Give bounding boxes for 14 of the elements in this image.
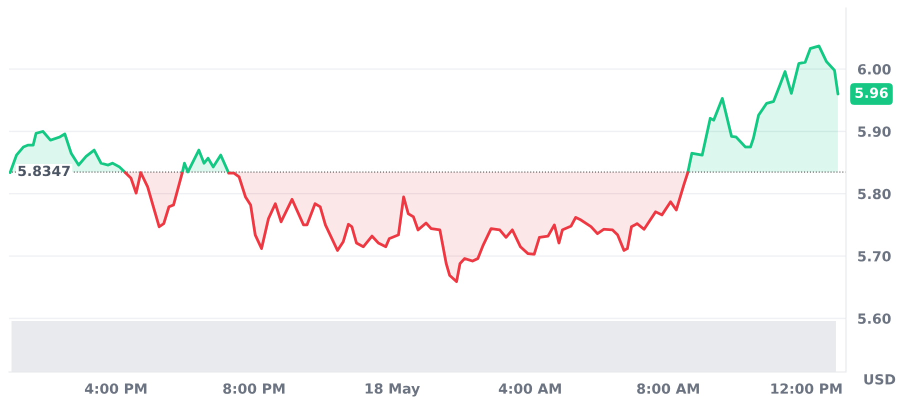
- x-tick-label: 12:00 PM: [771, 383, 842, 394]
- ref-line-label: 5.8347: [18, 166, 70, 176]
- x-tick-label: 4:00 PM: [84, 383, 146, 394]
- annotation: 5.96: [855, 88, 888, 98]
- y-tick-label: 6.00: [858, 64, 891, 75]
- y-axis-title: USD: [864, 374, 896, 385]
- x-tick-label: 4:00 AM: [498, 383, 561, 394]
- y-tick-label: 5.70: [858, 251, 891, 262]
- x-tick-label: 8:00 PM: [223, 383, 284, 394]
- y-tick-label: 5.60: [858, 313, 891, 324]
- x-tick-label: 18 May: [366, 383, 420, 397]
- y-tick-label: 5.80: [858, 188, 891, 200]
- y-tick-label: 5.90: [858, 126, 891, 137]
- x-tick-label: 8:00 AM: [637, 383, 699, 394]
